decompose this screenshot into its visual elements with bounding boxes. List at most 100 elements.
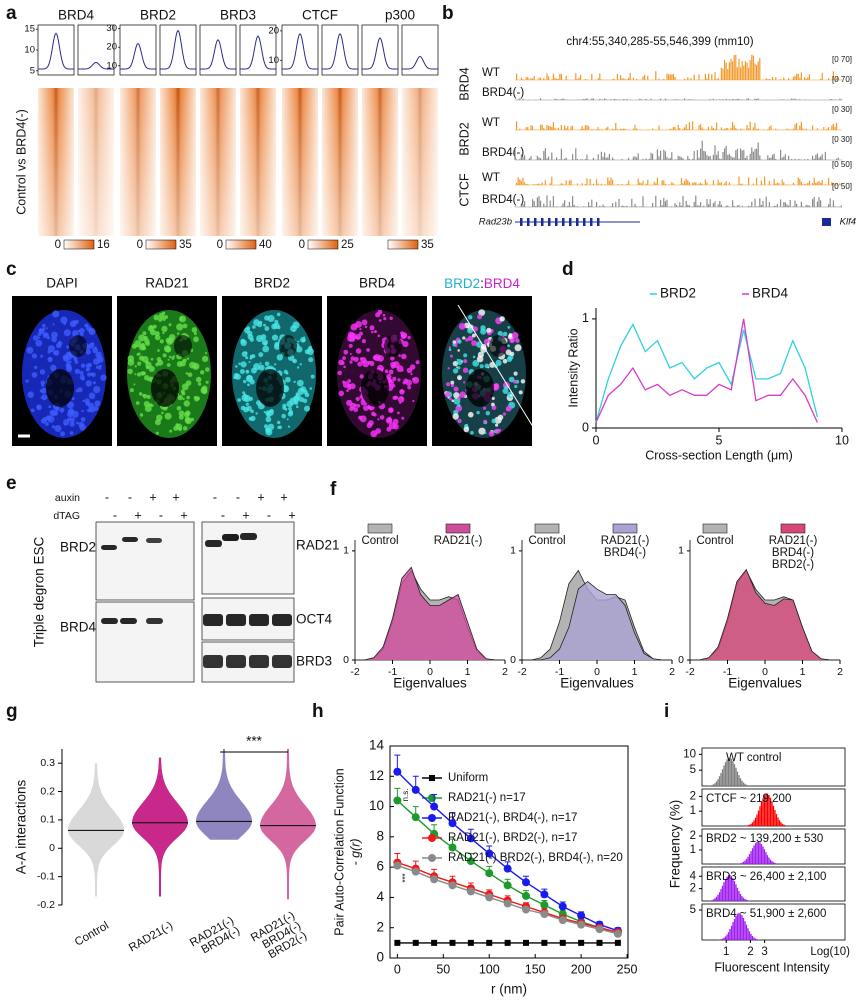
- speckle: [242, 391, 246, 395]
- legend-label: RAD21(-), BRD2(-), n=17: [448, 832, 577, 844]
- speckle: [449, 354, 453, 358]
- speckle: [127, 368, 133, 375]
- histogram: [708, 875, 751, 901]
- condition-sign: -: [267, 508, 271, 522]
- speckle: [389, 408, 393, 412]
- speckle: [377, 334, 381, 338]
- speckle: [155, 431, 159, 435]
- speckle: [262, 345, 270, 353]
- speckle: [457, 366, 461, 370]
- speckle: [304, 389, 308, 392]
- speckle: [359, 374, 364, 379]
- profile-frame: [321, 24, 359, 76]
- nucleolus: [256, 369, 284, 407]
- speckle: [36, 404, 42, 411]
- speckle: [136, 372, 142, 377]
- track-label: BRD4(-): [482, 194, 524, 206]
- speckle: [27, 391, 34, 399]
- speckle: [296, 379, 304, 387]
- band: [120, 618, 137, 624]
- speckle: [241, 394, 249, 402]
- speckle: [401, 416, 405, 420]
- speckle: [97, 356, 104, 363]
- signal-track: [516, 121, 838, 130]
- speckle: [479, 364, 484, 369]
- panel-label: g: [6, 701, 18, 722]
- color-bar: [63, 239, 95, 250]
- speckle: [308, 357, 314, 363]
- speckle: [502, 358, 508, 364]
- legend-label: Uniform: [448, 772, 488, 784]
- speckle: [502, 331, 508, 337]
- speckle: [157, 359, 164, 366]
- profile-line: [240, 35, 276, 70]
- data-point: [522, 905, 530, 914]
- condition-sign: -: [105, 490, 109, 504]
- speckle: [95, 365, 100, 369]
- y-tick-label: 10: [268, 55, 279, 66]
- speckle: [455, 345, 458, 348]
- speckle: [494, 416, 502, 424]
- speckle: [385, 417, 393, 424]
- condition-sign: -: [159, 508, 163, 522]
- speckle: [137, 361, 142, 366]
- speckle: [514, 344, 522, 352]
- scale-label: 0: [217, 239, 223, 251]
- speckle: [57, 341, 63, 346]
- speckle: [450, 380, 455, 385]
- speckle: [85, 363, 91, 369]
- speckle: [185, 372, 189, 375]
- histogram: [718, 913, 760, 940]
- speckle: [69, 417, 75, 423]
- speckle: [343, 365, 346, 369]
- speckle: [377, 418, 380, 421]
- speckle: [144, 375, 150, 381]
- speckle: [392, 376, 397, 381]
- speckle: [52, 323, 55, 326]
- exon: [822, 218, 831, 226]
- speckle: [484, 363, 490, 369]
- cross-section: [457, 304, 536, 431]
- plot-frame: [701, 903, 846, 941]
- speckle: [31, 372, 38, 378]
- channel-title: DAPI: [46, 276, 78, 291]
- speckle: [146, 394, 151, 399]
- speckle: [450, 383, 455, 388]
- legend-label: Control: [361, 535, 398, 547]
- speckle: [410, 373, 413, 376]
- channel-title: BRD2: [254, 276, 290, 291]
- legend-label: BRD2: [660, 286, 696, 301]
- speckle: [468, 411, 474, 418]
- track-label: WT: [482, 117, 500, 129]
- band: [249, 614, 269, 626]
- y-axis-label: Frequency (%): [668, 800, 683, 889]
- x-axis-label: Cross-section Length (μm): [645, 448, 793, 462]
- speckle: [41, 323, 46, 328]
- speckle: [67, 401, 74, 409]
- speckle: [200, 370, 205, 375]
- exon: [562, 218, 565, 226]
- speckle: [94, 346, 97, 350]
- speckle: [457, 396, 461, 400]
- speckle: [480, 346, 487, 353]
- y-tick-label: 20: [106, 42, 117, 53]
- y-tick-label: 0: [376, 950, 384, 965]
- speckle: [465, 338, 469, 342]
- gene-name: Rad23b: [479, 217, 512, 228]
- group-label: BRD4: [457, 67, 471, 100]
- profile-line: [282, 32, 318, 70]
- speckle: [297, 387, 305, 395]
- speckle: [259, 320, 263, 324]
- speckle: [142, 394, 145, 397]
- band: [226, 614, 246, 626]
- track-range: [0 50]: [832, 160, 852, 169]
- y-tick-label: 1: [690, 805, 696, 817]
- speckle: [397, 378, 401, 382]
- legend-label: RAD21(-): [769, 535, 818, 547]
- speckle: [81, 409, 84, 413]
- speckle: [66, 366, 73, 372]
- speckle: [87, 372, 92, 377]
- data-point: [431, 939, 438, 946]
- x-tick-label: 0: [762, 666, 768, 678]
- speckle: [400, 333, 407, 340]
